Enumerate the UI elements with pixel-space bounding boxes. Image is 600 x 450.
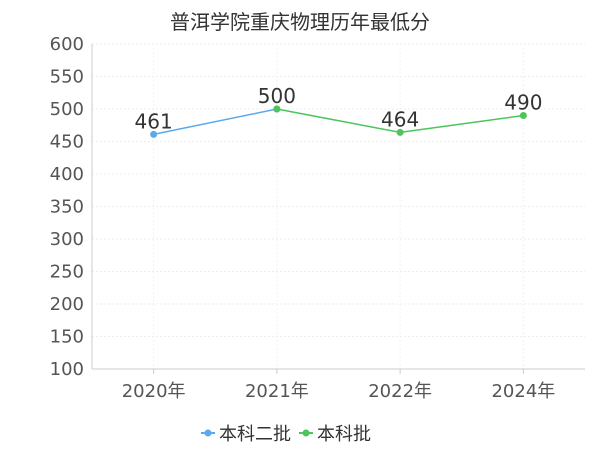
y-tick-label: 150 (50, 327, 84, 348)
legend-marker (302, 429, 310, 437)
chart-title: 普洱学院重庆物理历年最低分 (170, 10, 430, 34)
data-point (519, 112, 527, 119)
y-tick-label: 200 (50, 294, 84, 315)
x-tick-label: 2020年 (122, 381, 186, 402)
y-tick-label: 450 (50, 132, 84, 153)
data-label: 461 (135, 109, 173, 133)
legend: 本科二批 本科批 (201, 424, 371, 445)
x-tick-label: 2021年 (245, 381, 309, 402)
data-label: 490 (504, 91, 542, 115)
axes: 100 150 200 250 300 350 400 450 500 550 600 2020年 20… (50, 34, 585, 402)
y-tick-label: 500 (50, 99, 84, 120)
y-tick-label: 400 (50, 164, 84, 185)
y-tick-label: 250 (50, 262, 84, 283)
data-label: 464 (381, 107, 419, 131)
data-label: 500 (258, 84, 296, 108)
legend-label: 本科二批 (219, 424, 291, 445)
legend-marker (204, 429, 212, 437)
legend-item-1[interactable]: 本科二批 (201, 424, 291, 445)
x-tick-label: 2022年 (368, 381, 432, 402)
data-point (396, 128, 404, 136)
data-point (273, 105, 281, 113)
legend-item-2[interactable]: 本科批 (299, 424, 371, 445)
y-tick-label: 300 (50, 229, 84, 250)
y-tick-label: 600 (50, 34, 84, 55)
data-point (150, 130, 158, 138)
series-line-1 (153, 108, 278, 136)
legend-label: 本科批 (317, 424, 371, 445)
series-lines (150, 105, 527, 138)
y-tick-label: 550 (50, 67, 84, 88)
y-tick-label: 100 (50, 359, 84, 380)
y-tick-label: 350 (50, 197, 84, 218)
data-labels: 461 500 464 490 (135, 84, 543, 133)
x-tick-label: 2024年 (491, 381, 555, 402)
